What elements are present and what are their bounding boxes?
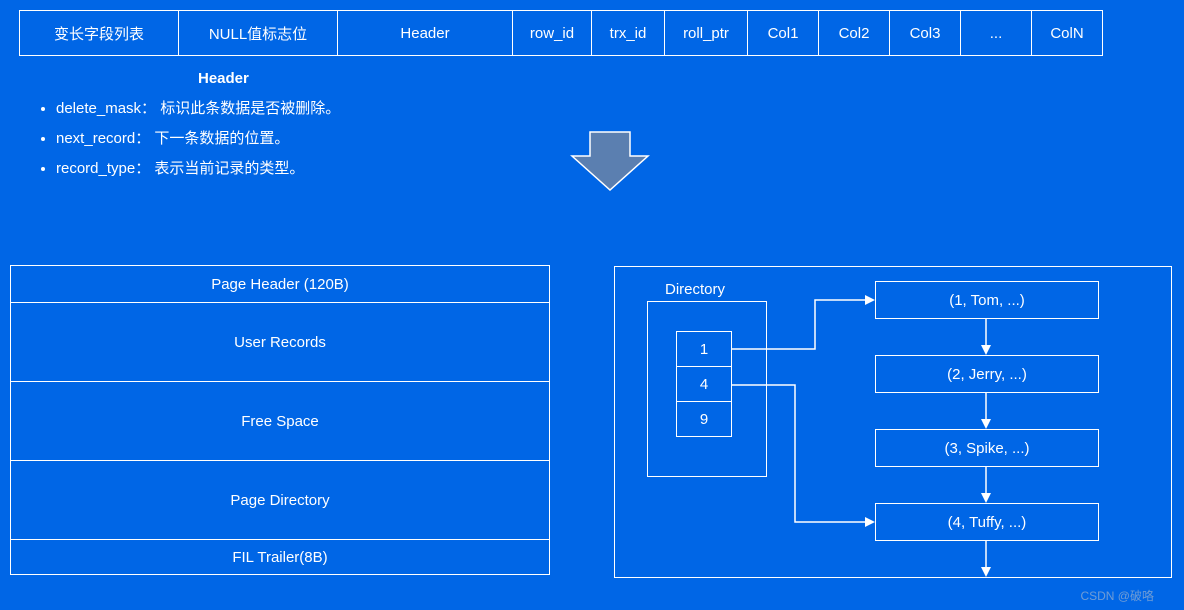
user-records-row: User Records [10,302,550,382]
watermark: CSDN @破咯 [1080,587,1154,604]
connector-lines [615,267,1173,579]
free-space-row: Free Space [10,381,550,461]
bullet-next-record: next_record： 下一条数据的位置。 [56,127,340,148]
cell-col1: Col1 [747,10,819,56]
page-structure: Page Header (120B) User Records Free Spa… [10,266,550,575]
header-bullets: delete_mask： 标识此条数据是否被删除。 next_record： 下… [56,97,340,178]
page-header-row: Page Header (120B) [10,265,550,303]
cell-varlen: 变长字段列表 [19,10,179,56]
header-description: Header delete_mask： 标识此条数据是否被删除。 next_re… [48,70,340,187]
header-title: Header [198,70,340,87]
directory-diagram: Directory 1 4 9 (1, Tom, ...) (2, Jerry,… [614,266,1172,578]
cell-nullbits: NULL值标志位 [178,10,338,56]
cell-header: Header [337,10,513,56]
fil-trailer-row: FIL Trailer(8B) [10,539,550,575]
page-directory-row: Page Directory [10,460,550,540]
cell-trxid: trx_id [591,10,665,56]
record-format-row: 变长字段列表 NULL值标志位 Header row_id trx_id rol… [20,10,1164,56]
bullet-delete-mask: delete_mask： 标识此条数据是否被删除。 [56,97,340,118]
cell-rowid: row_id [512,10,592,56]
cell-coln: ColN [1031,10,1103,56]
cell-col3: Col3 [889,10,961,56]
cell-col2: Col2 [818,10,890,56]
cell-ellipsis: ... [960,10,1032,56]
cell-rollptr: roll_ptr [664,10,748,56]
bullet-record-type: record_type： 表示当前记录的类型。 [56,157,340,178]
arrow-down-icon [570,130,650,196]
